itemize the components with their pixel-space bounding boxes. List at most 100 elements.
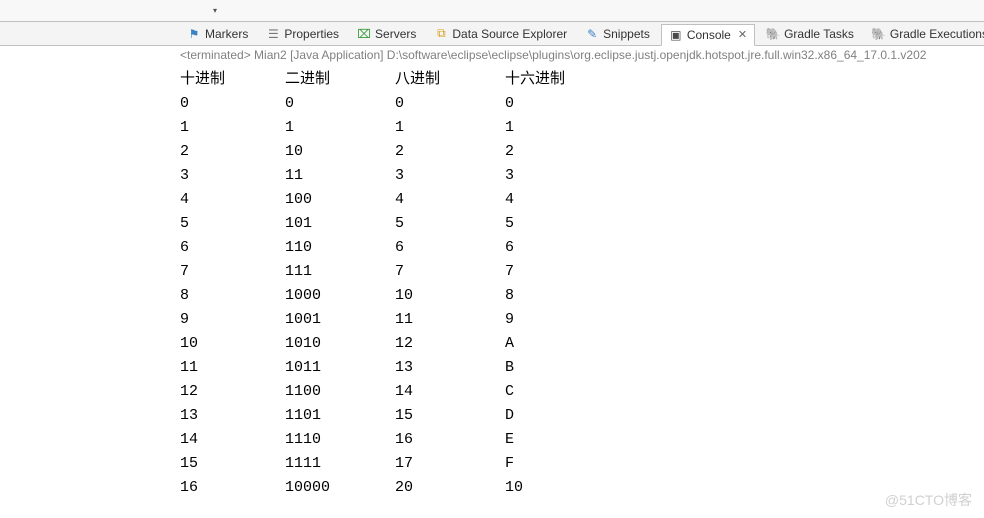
output-cell: 0 (180, 92, 285, 116)
output-row: 10101012A (180, 332, 976, 356)
output-cell: 0 (505, 92, 615, 116)
output-cell: 10 (180, 332, 285, 356)
output-row: 81000108 (180, 284, 976, 308)
output-row: 510155 (180, 212, 976, 236)
output-cell: 17 (395, 452, 505, 476)
tab-label: Servers (375, 27, 416, 41)
output-cell: 0 (395, 92, 505, 116)
output-cell: 9 (505, 308, 615, 332)
output-cell: 101 (285, 212, 395, 236)
output-row: 13110115D (180, 404, 976, 428)
output-cell: 8 (505, 284, 615, 308)
output-cell: 1 (285, 116, 395, 140)
tab-label: Data Source Explorer (452, 27, 567, 41)
output-cell: 2 (180, 140, 285, 164)
output-row: 14111016E (180, 428, 976, 452)
output-cell: 14 (180, 428, 285, 452)
tab-gradle-tasks[interactable]: 🐘 Gradle Tasks (759, 24, 861, 44)
toolbar-dropdown-icon[interactable]: ▾ (210, 6, 220, 16)
console-status-line: <terminated> Mian2 [Java Application] D:… (0, 46, 984, 64)
output-cell: 3 (395, 164, 505, 188)
output-cell: 13 (180, 404, 285, 428)
output-cell: 5 (505, 212, 615, 236)
data-source-explorer-icon: ⧉ (434, 27, 448, 41)
output-cell: 1101 (285, 404, 395, 428)
output-cell: 1 (180, 116, 285, 140)
output-cell: 5 (180, 212, 285, 236)
output-cell: 4 (395, 188, 505, 212)
markers-icon: ⚑ (187, 27, 201, 41)
tab-label: Properties (284, 27, 339, 41)
tab-console[interactable]: ▣ Console ✕ (661, 24, 755, 46)
console-output: 十进制二进制八进制十六进制000011112102231133410044510… (0, 64, 984, 504)
output-cell: D (505, 404, 615, 428)
output-header-row: 十进制二进制八进制十六进制 (180, 68, 976, 92)
output-row: 16100002010 (180, 476, 976, 500)
output-row: 0000 (180, 92, 976, 116)
tab-properties[interactable]: ☰ Properties (259, 24, 346, 44)
output-header-cell: 十六进制 (505, 68, 615, 92)
output-cell: F (505, 452, 615, 476)
tab-markers[interactable]: ⚑ Markers (180, 24, 255, 44)
output-header-cell: 二进制 (285, 68, 395, 92)
output-cell: 111 (285, 260, 395, 284)
output-cell: B (505, 356, 615, 380)
output-cell: 10 (395, 284, 505, 308)
snippets-icon: ✎ (585, 27, 599, 41)
output-cell: 0 (285, 92, 395, 116)
output-cell: 11 (180, 356, 285, 380)
output-row: 1111 (180, 116, 976, 140)
close-icon[interactable]: ✕ (738, 28, 747, 41)
output-cell: 7 (505, 260, 615, 284)
output-row: 15111117F (180, 452, 976, 476)
output-cell: 110 (285, 236, 395, 260)
tab-data-source-explorer[interactable]: ⧉ Data Source Explorer (427, 24, 574, 44)
tab-label: Gradle Executions (890, 27, 984, 41)
output-cell: 16 (180, 476, 285, 500)
output-cell: 3 (505, 164, 615, 188)
output-cell: 1 (505, 116, 615, 140)
tab-label: Snippets (603, 27, 650, 41)
tab-label: Gradle Tasks (784, 27, 854, 41)
output-row: 11101113B (180, 356, 976, 380)
gradle-tasks-icon: 🐘 (766, 27, 780, 41)
console-icon: ▣ (669, 28, 683, 42)
output-cell: 15 (395, 404, 505, 428)
output-cell: 1110 (285, 428, 395, 452)
properties-icon: ☰ (266, 27, 280, 41)
output-cell: E (505, 428, 615, 452)
output-cell: 4 (505, 188, 615, 212)
output-row: 31133 (180, 164, 976, 188)
output-cell: 11 (395, 308, 505, 332)
output-cell: 5 (395, 212, 505, 236)
servers-icon: ⌧ (357, 27, 371, 41)
output-cell: 2 (395, 140, 505, 164)
output-cell: 12 (180, 380, 285, 404)
output-cell: 13 (395, 356, 505, 380)
toolbar-area: ▾ (0, 0, 984, 22)
tab-snippets[interactable]: ✎ Snippets (578, 24, 657, 44)
output-cell: 1 (395, 116, 505, 140)
tab-servers[interactable]: ⌧ Servers (350, 24, 423, 44)
output-row: 611066 (180, 236, 976, 260)
tab-gradle-executions[interactable]: 🐘Gradle Executions (865, 24, 984, 44)
output-cell: 6 (180, 236, 285, 260)
output-row: 91001119 (180, 308, 976, 332)
output-cell: 7 (395, 260, 505, 284)
output-header-cell: 十进制 (180, 68, 285, 92)
output-cell: 10 (505, 476, 615, 500)
view-tabs-row: ⚑ Markers ☰ Properties ⌧ Servers ⧉ Data Source … (0, 22, 984, 46)
output-row: 12110014C (180, 380, 976, 404)
output-cell: 3 (180, 164, 285, 188)
output-cell: 2 (505, 140, 615, 164)
output-cell: 1111 (285, 452, 395, 476)
output-cell: 12 (395, 332, 505, 356)
tab-label: Console (687, 28, 731, 42)
output-row: 410044 (180, 188, 976, 212)
output-cell: 1001 (285, 308, 395, 332)
output-cell: 20 (395, 476, 505, 500)
tab-label: Markers (205, 27, 248, 41)
output-cell: 1000 (285, 284, 395, 308)
output-row: 711177 (180, 260, 976, 284)
output-header-cell: 八进制 (395, 68, 505, 92)
